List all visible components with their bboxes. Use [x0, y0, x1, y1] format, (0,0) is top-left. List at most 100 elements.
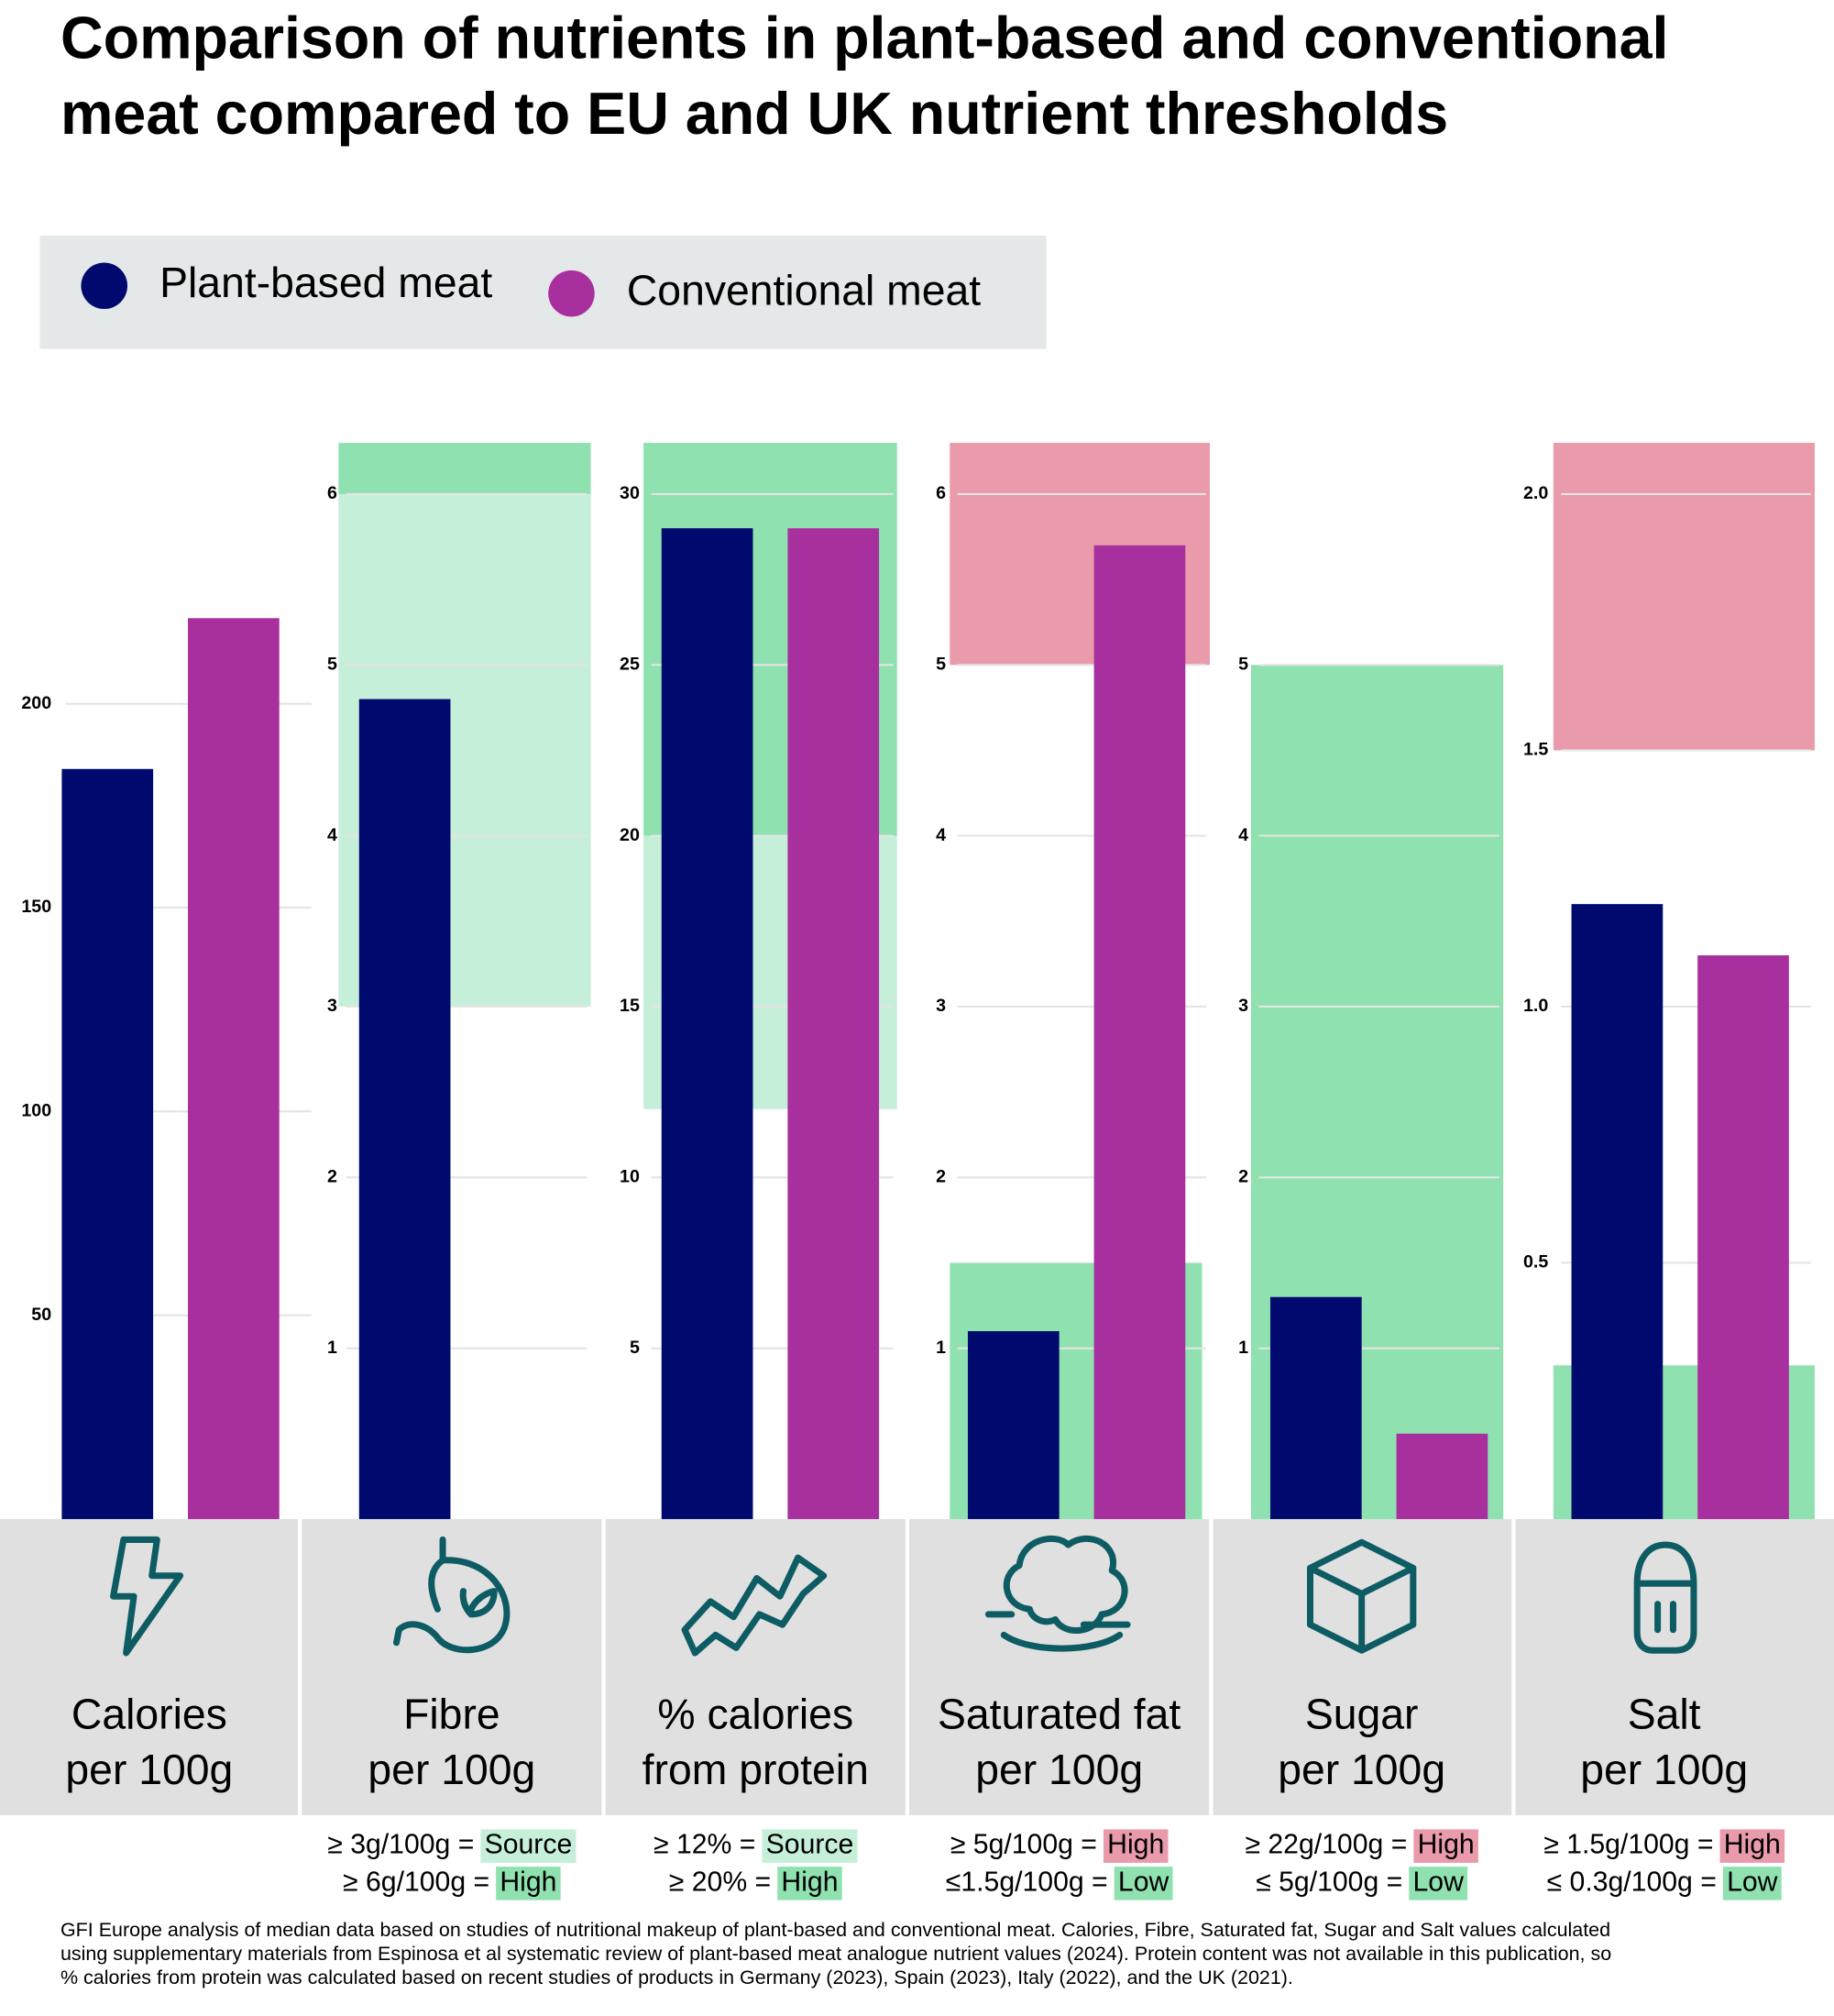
criterion: ≥ 6g/100g = High [343, 1867, 561, 1900]
criterion-badge [1114, 1867, 1173, 1900]
category-label: per 100g [1278, 1746, 1445, 1793]
criterion-badge [1719, 1829, 1785, 1863]
criterion-text: ≤1.5g/100g = [946, 1867, 1108, 1897]
y-tick-label: 1 [327, 1338, 337, 1358]
footnote: GFI Europe analysis of median data based… [60, 1919, 1610, 1941]
y-tick-label: 30 [620, 483, 640, 503]
legend-box [39, 235, 1047, 349]
y-tick-label: 3 [936, 996, 946, 1016]
bar [661, 528, 753, 1519]
y-tick-label: 25 [620, 654, 640, 674]
criterion-badge-text: High [781, 1867, 838, 1897]
separators [298, 1518, 1516, 1815]
bar [61, 768, 154, 1519]
criterion-badge [496, 1867, 561, 1900]
criterion-badge [1103, 1829, 1169, 1863]
category-label: Fibre [403, 1690, 500, 1737]
legend-marker [548, 270, 595, 317]
y-tick-label: 200 [21, 693, 51, 713]
y-tick-label: 50 [31, 1305, 51, 1325]
icon-protein [681, 1554, 828, 1657]
y-tick-label: 1 [1238, 1338, 1248, 1358]
bar [1093, 545, 1186, 1519]
title: Comparison of nutrients in plant-based a… [60, 5, 1668, 71]
criterion: ≤1.5g/100g = Low [946, 1867, 1173, 1900]
legend-label: Conventional meat [627, 266, 981, 314]
criterion-text: ≥ 20% = [669, 1867, 771, 1897]
y-tick-label: 4 [936, 825, 946, 845]
y-tick-label: 5 [1238, 654, 1248, 674]
category-label: Saturated fat [938, 1690, 1181, 1737]
criterion: ≥ 12% = Source [653, 1829, 858, 1863]
y-tick-label: 2 [1238, 1166, 1248, 1186]
y-tick-label: 6 [327, 483, 337, 503]
icon-salt [1633, 1541, 1697, 1654]
legend-marker [81, 262, 128, 310]
icon-calories [110, 1536, 184, 1657]
criterion-badge-text: Low [1727, 1867, 1778, 1897]
y-tick-label: 3 [1238, 996, 1248, 1016]
icon-fibre [392, 1536, 511, 1654]
y-tick-label: 0.5 [1523, 1252, 1548, 1272]
criterion-badge-text: High [1418, 1830, 1475, 1860]
criterion-text: ≥ 22g/100g = [1245, 1830, 1407, 1860]
criterion-badge-text: Low [1413, 1867, 1465, 1897]
criterion: ≥ 5g/100g = High [950, 1829, 1169, 1863]
footnote: % calories from protein was calculated b… [60, 1966, 1293, 1988]
criterion: ≥ 3g/100g = Source [327, 1829, 577, 1863]
criterion: ≥ 1.5g/100g = High [1543, 1829, 1785, 1863]
y-tick-label: 4 [1238, 825, 1248, 845]
criterion-badge-text: Source [485, 1830, 573, 1860]
criterion-badge-text: High [1107, 1830, 1164, 1860]
criterion-badge [1409, 1867, 1468, 1900]
y-tick-label: 150 [21, 897, 51, 917]
category-label: per 100g [65, 1746, 233, 1793]
criterion: ≤ 0.3g/100g = Low [1547, 1867, 1782, 1900]
criterion-text: ≥ 5g/100g = [950, 1830, 1097, 1860]
criterion-badge [1722, 1867, 1782, 1900]
y-tick-label: 5 [630, 1338, 640, 1358]
criterion-text: ≥ 12% = [653, 1830, 755, 1860]
legend-label: Plant-based meat [159, 259, 492, 306]
icon-band [0, 1518, 1834, 1815]
y-tick-label: 5 [936, 654, 946, 674]
y-tick-label: 20 [620, 825, 640, 845]
criterion-badge [777, 1867, 842, 1900]
criterion-text: ≥ 1.5g/100g = [1543, 1830, 1713, 1860]
criterion-badge [480, 1829, 577, 1863]
bar [1697, 955, 1789, 1519]
threshold-band [1553, 443, 1815, 751]
category-label: Sugar [1305, 1690, 1419, 1737]
footnote: using supplementary materials from Espin… [60, 1943, 1611, 1965]
y-tick-label: 15 [620, 996, 640, 1016]
bar [787, 528, 880, 1519]
category-label: per 100g [1580, 1746, 1748, 1793]
criterion-badge-text: High [1724, 1830, 1781, 1860]
icon-fat [984, 1535, 1131, 1652]
criterion-badge [1413, 1829, 1478, 1863]
criterion: ≥ 20% = High [669, 1867, 842, 1900]
icon-sugar [1306, 1538, 1417, 1654]
criterion-text: ≥ 3g/100g = [327, 1830, 474, 1860]
y-tick-label: 4 [327, 825, 337, 845]
category-label: Calories [71, 1690, 227, 1737]
y-tick-label: 100 [21, 1100, 51, 1120]
bar [1269, 1296, 1362, 1519]
category-label: per 100g [368, 1746, 535, 1793]
y-tick-label: 5 [327, 654, 337, 674]
bar [1571, 904, 1664, 1519]
y-tick-label: 2 [327, 1166, 337, 1186]
y-tick-label: 1.5 [1523, 740, 1548, 760]
y-tick-label: 10 [620, 1166, 640, 1186]
bar [358, 699, 451, 1519]
criterion-badge [762, 1829, 858, 1863]
title: meat compared to EU and UK nutrient thre… [60, 81, 1448, 147]
criterion-text: ≤ 0.3g/100g = [1547, 1867, 1717, 1897]
criterion-text: ≥ 6g/100g = [343, 1867, 489, 1897]
category-label: % calories [657, 1690, 853, 1737]
criterion-badge-text: High [500, 1867, 556, 1897]
criterion-badge-text: Source [766, 1830, 854, 1860]
y-tick-label: 2 [936, 1166, 946, 1186]
criterion-badge-text: Low [1118, 1867, 1170, 1897]
